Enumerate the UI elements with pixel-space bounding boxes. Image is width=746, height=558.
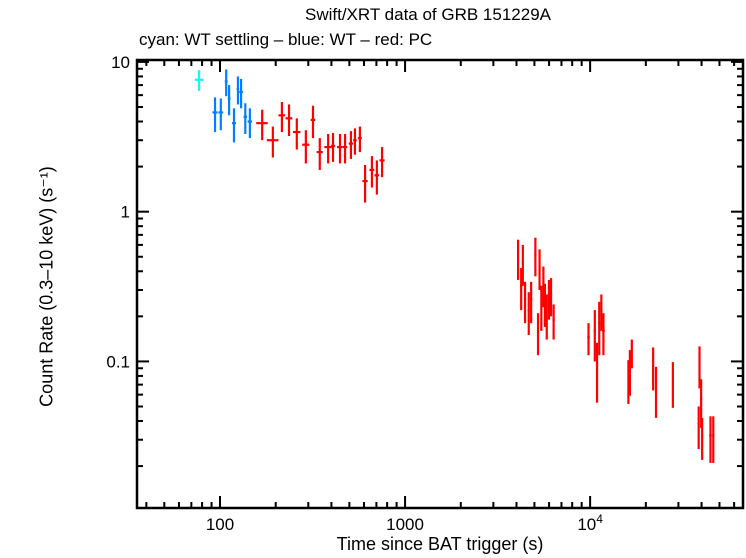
data-point — [362, 164, 368, 203]
data-point — [598, 301, 601, 356]
data-point — [630, 339, 633, 369]
data-point — [227, 85, 231, 116]
data-point — [379, 147, 385, 178]
data-point — [534, 237, 537, 277]
data-point — [529, 281, 533, 324]
data-point — [709, 416, 712, 463]
data-point — [231, 108, 236, 143]
chart-subtitle: cyan: WT settling – blue: WT – red: PC — [139, 30, 433, 49]
data-point — [552, 304, 555, 340]
data-point — [316, 138, 323, 170]
data-point — [278, 101, 286, 133]
data-point — [348, 131, 354, 159]
data-point — [545, 294, 548, 340]
y-tick-label: 0.1 — [106, 352, 130, 371]
y-tick-label: 1 — [121, 203, 130, 222]
data-point — [543, 283, 547, 327]
data-point — [628, 350, 631, 396]
data-point — [324, 134, 332, 164]
data-point — [369, 156, 375, 188]
data-point — [516, 239, 520, 280]
data-point — [654, 366, 658, 418]
chart-title: Swift/XRT data of GRB 151229A — [304, 5, 551, 24]
data-point — [602, 313, 605, 356]
data-point — [547, 279, 551, 320]
data-point — [536, 313, 540, 356]
data-point — [701, 417, 704, 460]
data-point — [293, 118, 301, 150]
data-point — [357, 126, 362, 153]
x-axis-label: Time since BAT trigger (s) — [336, 534, 544, 554]
data-point — [224, 69, 228, 97]
data-point — [236, 76, 240, 105]
data-point — [521, 244, 524, 286]
data-point — [374, 160, 380, 195]
data-point — [302, 130, 310, 164]
data-point — [243, 103, 248, 135]
data-point — [549, 278, 553, 317]
data-point — [671, 362, 674, 408]
data-point — [527, 292, 530, 336]
x-tick-label: 104 — [577, 512, 603, 534]
data-point — [523, 281, 527, 324]
data-point — [712, 416, 715, 463]
y-tick-label: 10 — [111, 53, 130, 72]
data-point — [343, 134, 348, 164]
data-point — [212, 97, 218, 133]
x-tick-label: 100 — [206, 515, 234, 534]
data-point — [337, 134, 343, 164]
data-point — [538, 249, 541, 290]
data-point — [698, 346, 701, 389]
data-point — [587, 323, 590, 356]
plot-frame — [135, 58, 745, 510]
data-point — [595, 342, 599, 403]
data-point — [540, 285, 543, 331]
data-point — [218, 98, 224, 131]
data-point — [600, 294, 603, 331]
data-point — [239, 78, 243, 109]
data-point — [247, 108, 253, 139]
data-point — [353, 128, 357, 155]
data-point — [652, 347, 655, 391]
data-point — [266, 126, 279, 158]
data-point — [331, 133, 335, 162]
data-point — [697, 406, 700, 450]
data-point — [194, 70, 204, 91]
data-point — [593, 310, 596, 362]
data-point — [256, 109, 268, 141]
x-tick-label: 1000 — [386, 515, 424, 534]
data-point — [285, 104, 293, 137]
data-point — [310, 105, 316, 139]
